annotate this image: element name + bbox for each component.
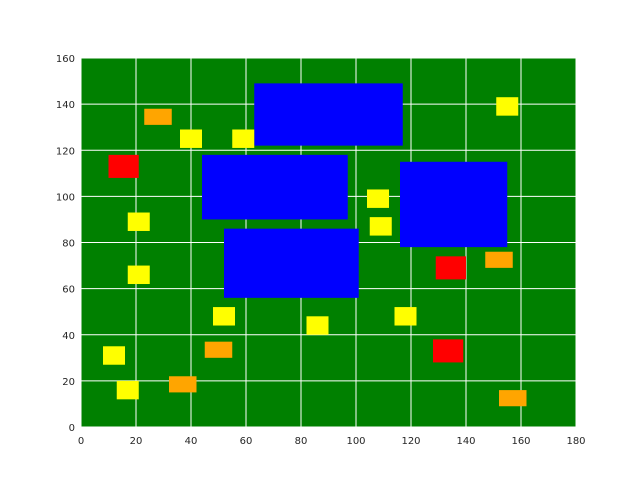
y-tick-label: 120 xyxy=(56,146,75,157)
x-tick-label: 0 xyxy=(78,436,84,447)
data-rect xyxy=(204,341,233,358)
y-tick-label: 20 xyxy=(62,377,75,388)
x-tick-label: 180 xyxy=(566,436,585,447)
data-rects xyxy=(103,83,527,407)
data-rect xyxy=(499,390,527,407)
y-tick-label: 0 xyxy=(69,423,75,434)
y-tick-label: 100 xyxy=(56,192,75,203)
x-tick-label: 120 xyxy=(401,436,420,447)
data-rect xyxy=(144,108,172,125)
y-tick-labels: 0 20 40 60 80 100 120 140 160 xyxy=(56,54,75,434)
data-rect xyxy=(116,380,139,400)
data-rect xyxy=(496,97,519,116)
data-rect xyxy=(127,212,150,231)
data-rect xyxy=(180,129,202,148)
data-rect xyxy=(394,307,417,326)
data-rect xyxy=(108,154,139,178)
data-rect xyxy=(224,228,359,298)
y-tick-label: 160 xyxy=(56,54,75,65)
x-tick-label: 160 xyxy=(511,436,530,447)
data-rect xyxy=(435,256,466,280)
data-rect xyxy=(485,251,513,268)
data-rect xyxy=(127,265,150,285)
x-tick-label: 20 xyxy=(130,436,143,447)
y-tick-label: 40 xyxy=(62,331,75,342)
y-tick-label: 140 xyxy=(56,100,75,111)
data-rect xyxy=(306,316,329,335)
x-tick-label: 60 xyxy=(240,436,253,447)
data-rect xyxy=(169,376,197,393)
data-rect xyxy=(254,83,403,146)
x-tick-label: 140 xyxy=(456,436,475,447)
data-rect xyxy=(367,189,389,208)
y-tick-label: 80 xyxy=(62,239,75,250)
data-rect xyxy=(400,161,508,248)
x-tick-label: 40 xyxy=(185,436,198,447)
data-rect xyxy=(232,129,255,148)
data-rect xyxy=(103,346,125,365)
x-tick-label: 80 xyxy=(295,436,308,447)
x-tick-label: 100 xyxy=(346,436,365,447)
y-tick-label: 60 xyxy=(62,285,75,296)
data-rect xyxy=(202,154,348,220)
data-rect xyxy=(433,339,464,363)
data-rect xyxy=(369,217,392,236)
data-rect xyxy=(213,307,235,326)
x-tick-labels: 0 20 40 60 80 100 120 140 160 180 xyxy=(78,436,586,447)
